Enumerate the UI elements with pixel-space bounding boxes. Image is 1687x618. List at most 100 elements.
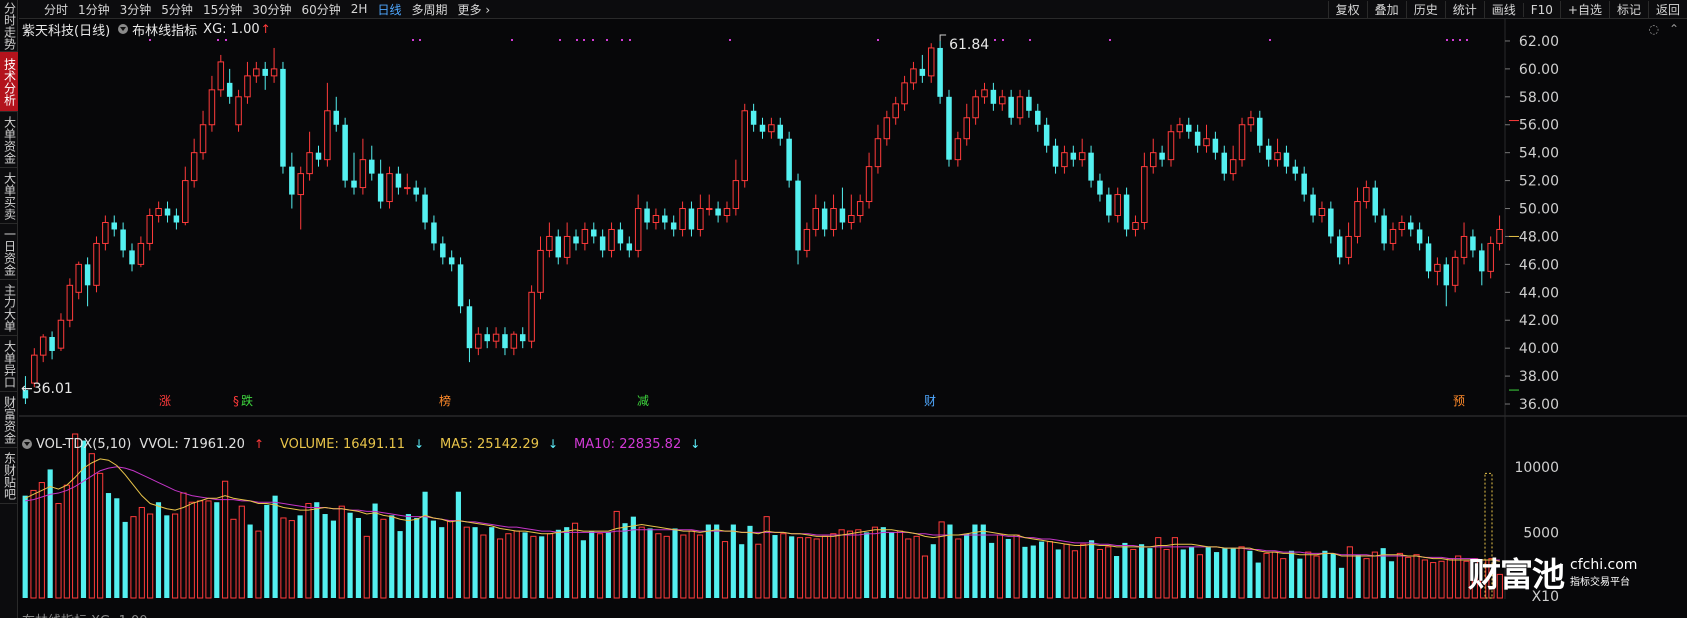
volume-bar <box>513 530 520 599</box>
left-nav-item[interactable]: 主力大单 <box>0 280 18 336</box>
toolbar-button[interactable]: 统计 <box>1444 1 1484 18</box>
period-tab[interactable]: 日线 <box>377 2 402 17</box>
volume-bar <box>155 502 162 598</box>
volume-bar <box>747 525 753 598</box>
candle-body <box>84 264 91 286</box>
volume-bar <box>455 491 461 598</box>
volume-bar <box>122 521 128 598</box>
volume-bar <box>789 536 795 598</box>
signal-dot <box>583 39 585 41</box>
candle-body <box>155 208 162 217</box>
volume-bar <box>205 500 212 599</box>
event-marker: 榜 <box>439 393 451 408</box>
chevron-up-icon[interactable]: ⌃ <box>1668 22 1679 36</box>
watermark: 财富池 cfchi.com 指标交易平台 <box>1468 548 1637 596</box>
toolbar-button[interactable]: 返回 <box>1647 1 1687 18</box>
volume-bar <box>705 524 711 598</box>
left-nav-item[interactable]: 东财贴吧 <box>0 448 18 504</box>
candle-body <box>146 215 154 244</box>
period-tab[interactable]: 30分钟 <box>252 2 292 17</box>
candle-body <box>856 201 864 217</box>
volume-bar <box>1247 550 1253 598</box>
signal-dot <box>729 39 731 41</box>
period-tab[interactable]: 3分钟 <box>119 2 152 17</box>
volume-bar <box>1171 537 1178 599</box>
toolbar-button[interactable]: 叠加 <box>1366 1 1406 18</box>
volume-bar <box>180 492 187 599</box>
volume-bar <box>647 528 653 598</box>
signal-dot <box>225 39 227 41</box>
signal-dot <box>149 39 151 41</box>
candle-body <box>199 124 207 154</box>
indicator-dropdown-icon[interactable] <box>118 24 129 34</box>
left-nav-item[interactable]: 分时走势 <box>0 0 18 52</box>
volume-bar <box>463 526 470 599</box>
volume-bar <box>1438 560 1445 599</box>
candle-body <box>1434 263 1441 272</box>
settings-icon[interactable]: ◌ <box>1648 22 1659 36</box>
left-nav-item[interactable]: 大单资金 <box>0 112 18 168</box>
volume-bar <box>363 535 370 599</box>
volume-bar <box>1405 556 1412 599</box>
volume-indicator-name[interactable]: VOL-TDX(5,10) <box>36 436 132 452</box>
toolbar-button[interactable]: 历史 <box>1405 1 1445 18</box>
toolbar-button[interactable]: +自选 <box>1559 1 1609 18</box>
candle-body <box>1149 152 1157 168</box>
volume-bar <box>1005 538 1011 598</box>
candle-body <box>1203 138 1210 147</box>
volume-bar <box>1147 548 1153 598</box>
candle-body <box>422 194 428 223</box>
price-axis-label: 50.00 <box>1519 202 1559 218</box>
volume-bar <box>30 489 37 599</box>
candle-body <box>448 257 455 265</box>
volume-bar <box>1305 551 1312 599</box>
volume-bar <box>546 533 554 599</box>
period-tab[interactable]: 15分钟 <box>202 2 243 17</box>
volume-bar <box>330 520 337 598</box>
candle-body <box>1372 187 1378 216</box>
volume-bar <box>905 538 912 599</box>
toolbar-button[interactable]: 画线 <box>1483 1 1523 18</box>
left-nav-item[interactable]: 技术分析 <box>0 52 18 112</box>
candle-body <box>670 222 677 230</box>
toolbar-button[interactable]: F10 <box>1522 2 1560 17</box>
candle-body <box>981 89 988 98</box>
volume-bar <box>1013 534 1020 599</box>
volume-bar <box>972 524 978 598</box>
volume-bar <box>272 495 278 598</box>
toolbar-button[interactable]: 标记 <box>1608 1 1648 18</box>
volume-dropdown-icon[interactable] <box>22 439 32 449</box>
period-tab[interactable]: 60分钟 <box>301 2 341 17</box>
candle-body <box>1229 159 1237 175</box>
volume-bar <box>1288 550 1295 598</box>
candle-body <box>173 215 180 223</box>
candle-body <box>395 173 402 188</box>
volume-bar <box>1280 558 1287 599</box>
candle-body <box>1078 152 1086 161</box>
period-tab[interactable]: 多周期 <box>411 2 448 17</box>
left-nav-item[interactable]: 财富资金 <box>0 392 18 448</box>
indicator-name[interactable]: 布林线指标 <box>132 23 198 39</box>
candle-body <box>830 208 837 230</box>
volume-bar <box>571 522 579 599</box>
volume-bar <box>1263 552 1270 599</box>
candle-body <box>1345 235 1352 258</box>
period-tab[interactable]: 1分钟 <box>78 2 110 17</box>
left-nav-item[interactable]: 一日资金 <box>0 224 18 280</box>
volume-bar <box>1380 548 1386 598</box>
period-tab[interactable]: 5分钟 <box>161 2 193 17</box>
toolbar-button[interactable]: 复权 <box>1327 1 1367 18</box>
volume-bar <box>1338 567 1345 598</box>
candle-body <box>270 68 278 77</box>
period-tab[interactable]: 更多 <box>452 1 495 18</box>
signal-dot <box>1446 39 1448 41</box>
period-tab[interactable]: 2H <box>350 2 368 16</box>
left-nav-item[interactable]: 大单异口 <box>0 336 18 392</box>
candle-body <box>1035 110 1041 125</box>
candle-body <box>466 306 473 349</box>
period-tab[interactable]: 分时 <box>44 2 69 17</box>
left-nav-item[interactable]: 大单买卖 <box>0 168 18 224</box>
candle-body <box>883 117 891 140</box>
kline-chart[interactable]: 62.00 60.00 58.00 56.00 54.00 52.00 50.00 48.00… <box>19 19 1687 618</box>
